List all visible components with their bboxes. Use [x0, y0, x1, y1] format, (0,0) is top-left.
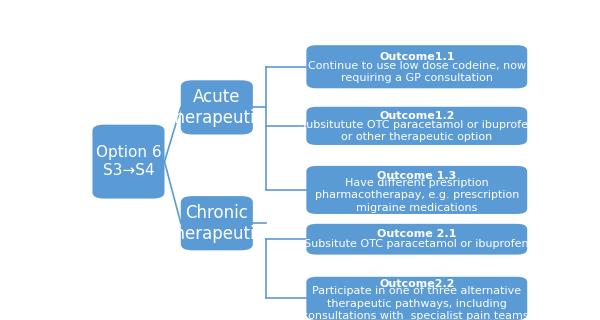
- Text: Subsitutute OTC paracetamol or ibuprofen
or other therapeutic option: Subsitutute OTC paracetamol or ibuprofen…: [299, 120, 535, 142]
- FancyBboxPatch shape: [92, 124, 164, 198]
- Text: Chronic
therapeutic: Chronic therapeutic: [169, 204, 265, 243]
- Text: Participate in one of three alternative
therapeutic pathways, including
consulta: Participate in one of three alternative …: [302, 286, 532, 320]
- Text: Outcome1.2: Outcome1.2: [379, 111, 455, 121]
- Text: Acute
therapeutic: Acute therapeutic: [169, 88, 265, 127]
- FancyBboxPatch shape: [307, 277, 527, 320]
- FancyBboxPatch shape: [307, 166, 527, 214]
- Text: Subsitute OTC paracetamol or ibuprofen: Subsitute OTC paracetamol or ibuprofen: [304, 239, 529, 250]
- Text: Outcome 1.3: Outcome 1.3: [377, 171, 457, 180]
- Text: Option 6
S3→S4: Option 6 S3→S4: [95, 145, 161, 178]
- FancyBboxPatch shape: [307, 107, 527, 145]
- FancyBboxPatch shape: [307, 224, 527, 255]
- FancyBboxPatch shape: [307, 45, 527, 88]
- Text: Outcome1.1: Outcome1.1: [379, 52, 455, 62]
- Text: Outcome 2.1: Outcome 2.1: [377, 229, 457, 239]
- Text: Outcome2.2: Outcome2.2: [379, 279, 455, 289]
- Text: Continue to use low dose codeine, now
requiring a GP consultation: Continue to use low dose codeine, now re…: [308, 61, 526, 83]
- FancyBboxPatch shape: [181, 80, 253, 134]
- FancyBboxPatch shape: [181, 196, 253, 250]
- Text: Have different presription
pharmacotherapay, e.g. prescription
migraine medicati: Have different presription pharmacothera…: [314, 178, 519, 212]
